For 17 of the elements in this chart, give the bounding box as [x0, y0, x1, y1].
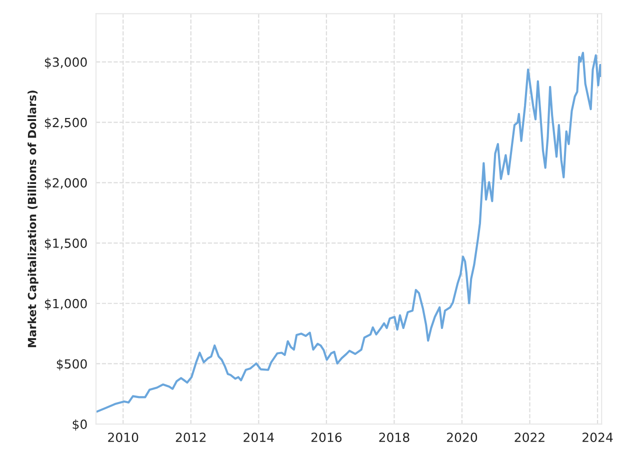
y-tick-label: $3,000	[44, 57, 87, 69]
x-tick-label: 2024	[582, 432, 613, 442]
line-series	[96, 52, 602, 412]
y-tick-label: $2,000	[44, 178, 87, 190]
x-tick-label: 2020	[446, 432, 478, 442]
y-axis-title: Market Capitalization (Billions of Dollars)	[28, 90, 38, 348]
x-tick-label: 2010	[108, 432, 138, 442]
x-tick-label: 2012	[176, 432, 206, 442]
y-tick-label: $0	[72, 419, 87, 431]
y-tick-label: $500	[56, 358, 87, 370]
y-tick-label: $2,500	[44, 118, 87, 129]
y-tick-label: $1,500	[44, 238, 87, 250]
x-tick-label: 2018	[379, 432, 410, 442]
x-tick-label: 2014	[244, 432, 274, 442]
y-tick-label: $1,000	[44, 298, 87, 310]
x-tick-label: 2016	[311, 432, 342, 442]
x-tick-label: 2022	[514, 432, 544, 442]
